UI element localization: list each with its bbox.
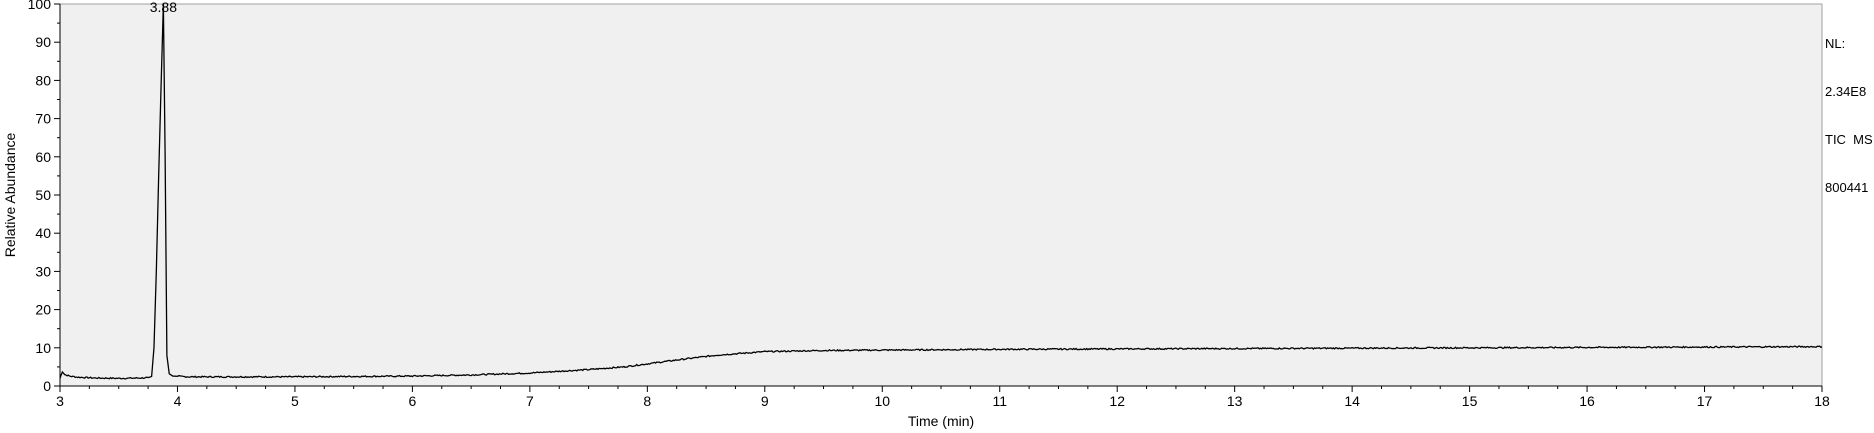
x-tick-label: 11 [992,393,1007,409]
y-axis: 0 10 20 30 40 50 60 70 80 90 100 [28,0,61,394]
x-tick-label: 9 [761,393,769,409]
x-tick-label: 16 [1579,393,1595,409]
y-tick-label: 0 [43,378,51,394]
y-tick-label: 50 [35,187,51,203]
trace-info: NL: 2.34E8 TIC MS 800441 [1825,4,1873,212]
x-tick-label: 12 [1109,393,1125,409]
y-tick-label: 60 [35,149,51,165]
sample-id: 800441 [1825,180,1869,195]
x-tick-label: 10 [874,393,890,409]
y-tick-label: 70 [35,111,51,127]
y-tick-label: 90 [35,34,51,50]
x-tick-label: 5 [291,393,299,409]
x-axis: 3 4 5 6 7 8 9 10 11 12 13 14 15 16 17 18 [56,385,1830,409]
x-tick-label: 17 [1697,393,1713,409]
nl-label: NL: [1825,36,1846,51]
peak-label: 3.88 [150,0,177,15]
x-axis-title: Time (min) [908,413,974,429]
plot-area [59,3,1823,387]
y-axis-title: Relative Abundance [2,133,18,258]
y-tick-label: 30 [35,263,51,279]
x-tick-label: 13 [1227,393,1243,409]
x-tick-label: 15 [1462,393,1478,409]
y-tick-label: 40 [35,225,51,241]
x-tick-label: 7 [526,393,534,409]
nl-value: 2.34E8 [1825,84,1867,99]
x-tick-label: 4 [174,393,182,409]
x-tick-label: 18 [1814,393,1830,409]
x-tick-label: 8 [643,393,651,409]
trace-type: TIC MS [1825,132,1873,147]
y-tick-label: 100 [28,0,52,12]
x-tick-label: 14 [1344,393,1360,409]
y-tick-label: 20 [35,302,51,318]
y-tick-label: 10 [35,340,51,356]
x-tick-label: 6 [409,393,417,409]
tic-trace-line [59,3,1823,380]
y-tick-label: 80 [35,72,51,88]
x-tick-label: 3 [56,393,64,409]
